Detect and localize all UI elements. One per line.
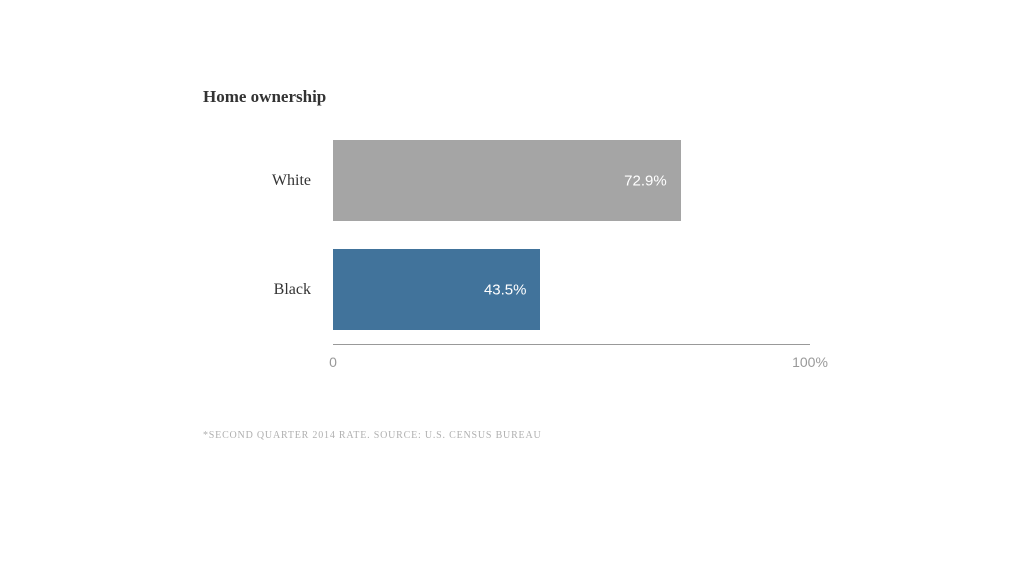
x-axis-tick-0: 0 xyxy=(329,354,337,370)
bar-white: 72.9% xyxy=(333,140,681,221)
chart-title: Home ownership xyxy=(203,87,326,107)
home-ownership-chart: Home ownership White 72.9% Black 43.5% 0… xyxy=(0,0,1024,576)
plot-area: White 72.9% Black 43.5% 0 100% xyxy=(333,140,810,360)
x-axis-line xyxy=(333,344,810,345)
bar-row-white: White 72.9% xyxy=(333,140,810,221)
value-label-white: 72.9% xyxy=(624,172,667,189)
chart-footnote: *Second quarter 2014 rate. Source: U.S. … xyxy=(203,430,542,441)
category-label-white: White xyxy=(211,172,311,190)
bar-row-black: Black 43.5% xyxy=(333,249,810,330)
category-label-black: Black xyxy=(211,281,311,299)
x-axis-tick-100: 100% xyxy=(792,354,828,370)
bar-black: 43.5% xyxy=(333,249,540,330)
value-label-black: 43.5% xyxy=(484,281,527,298)
